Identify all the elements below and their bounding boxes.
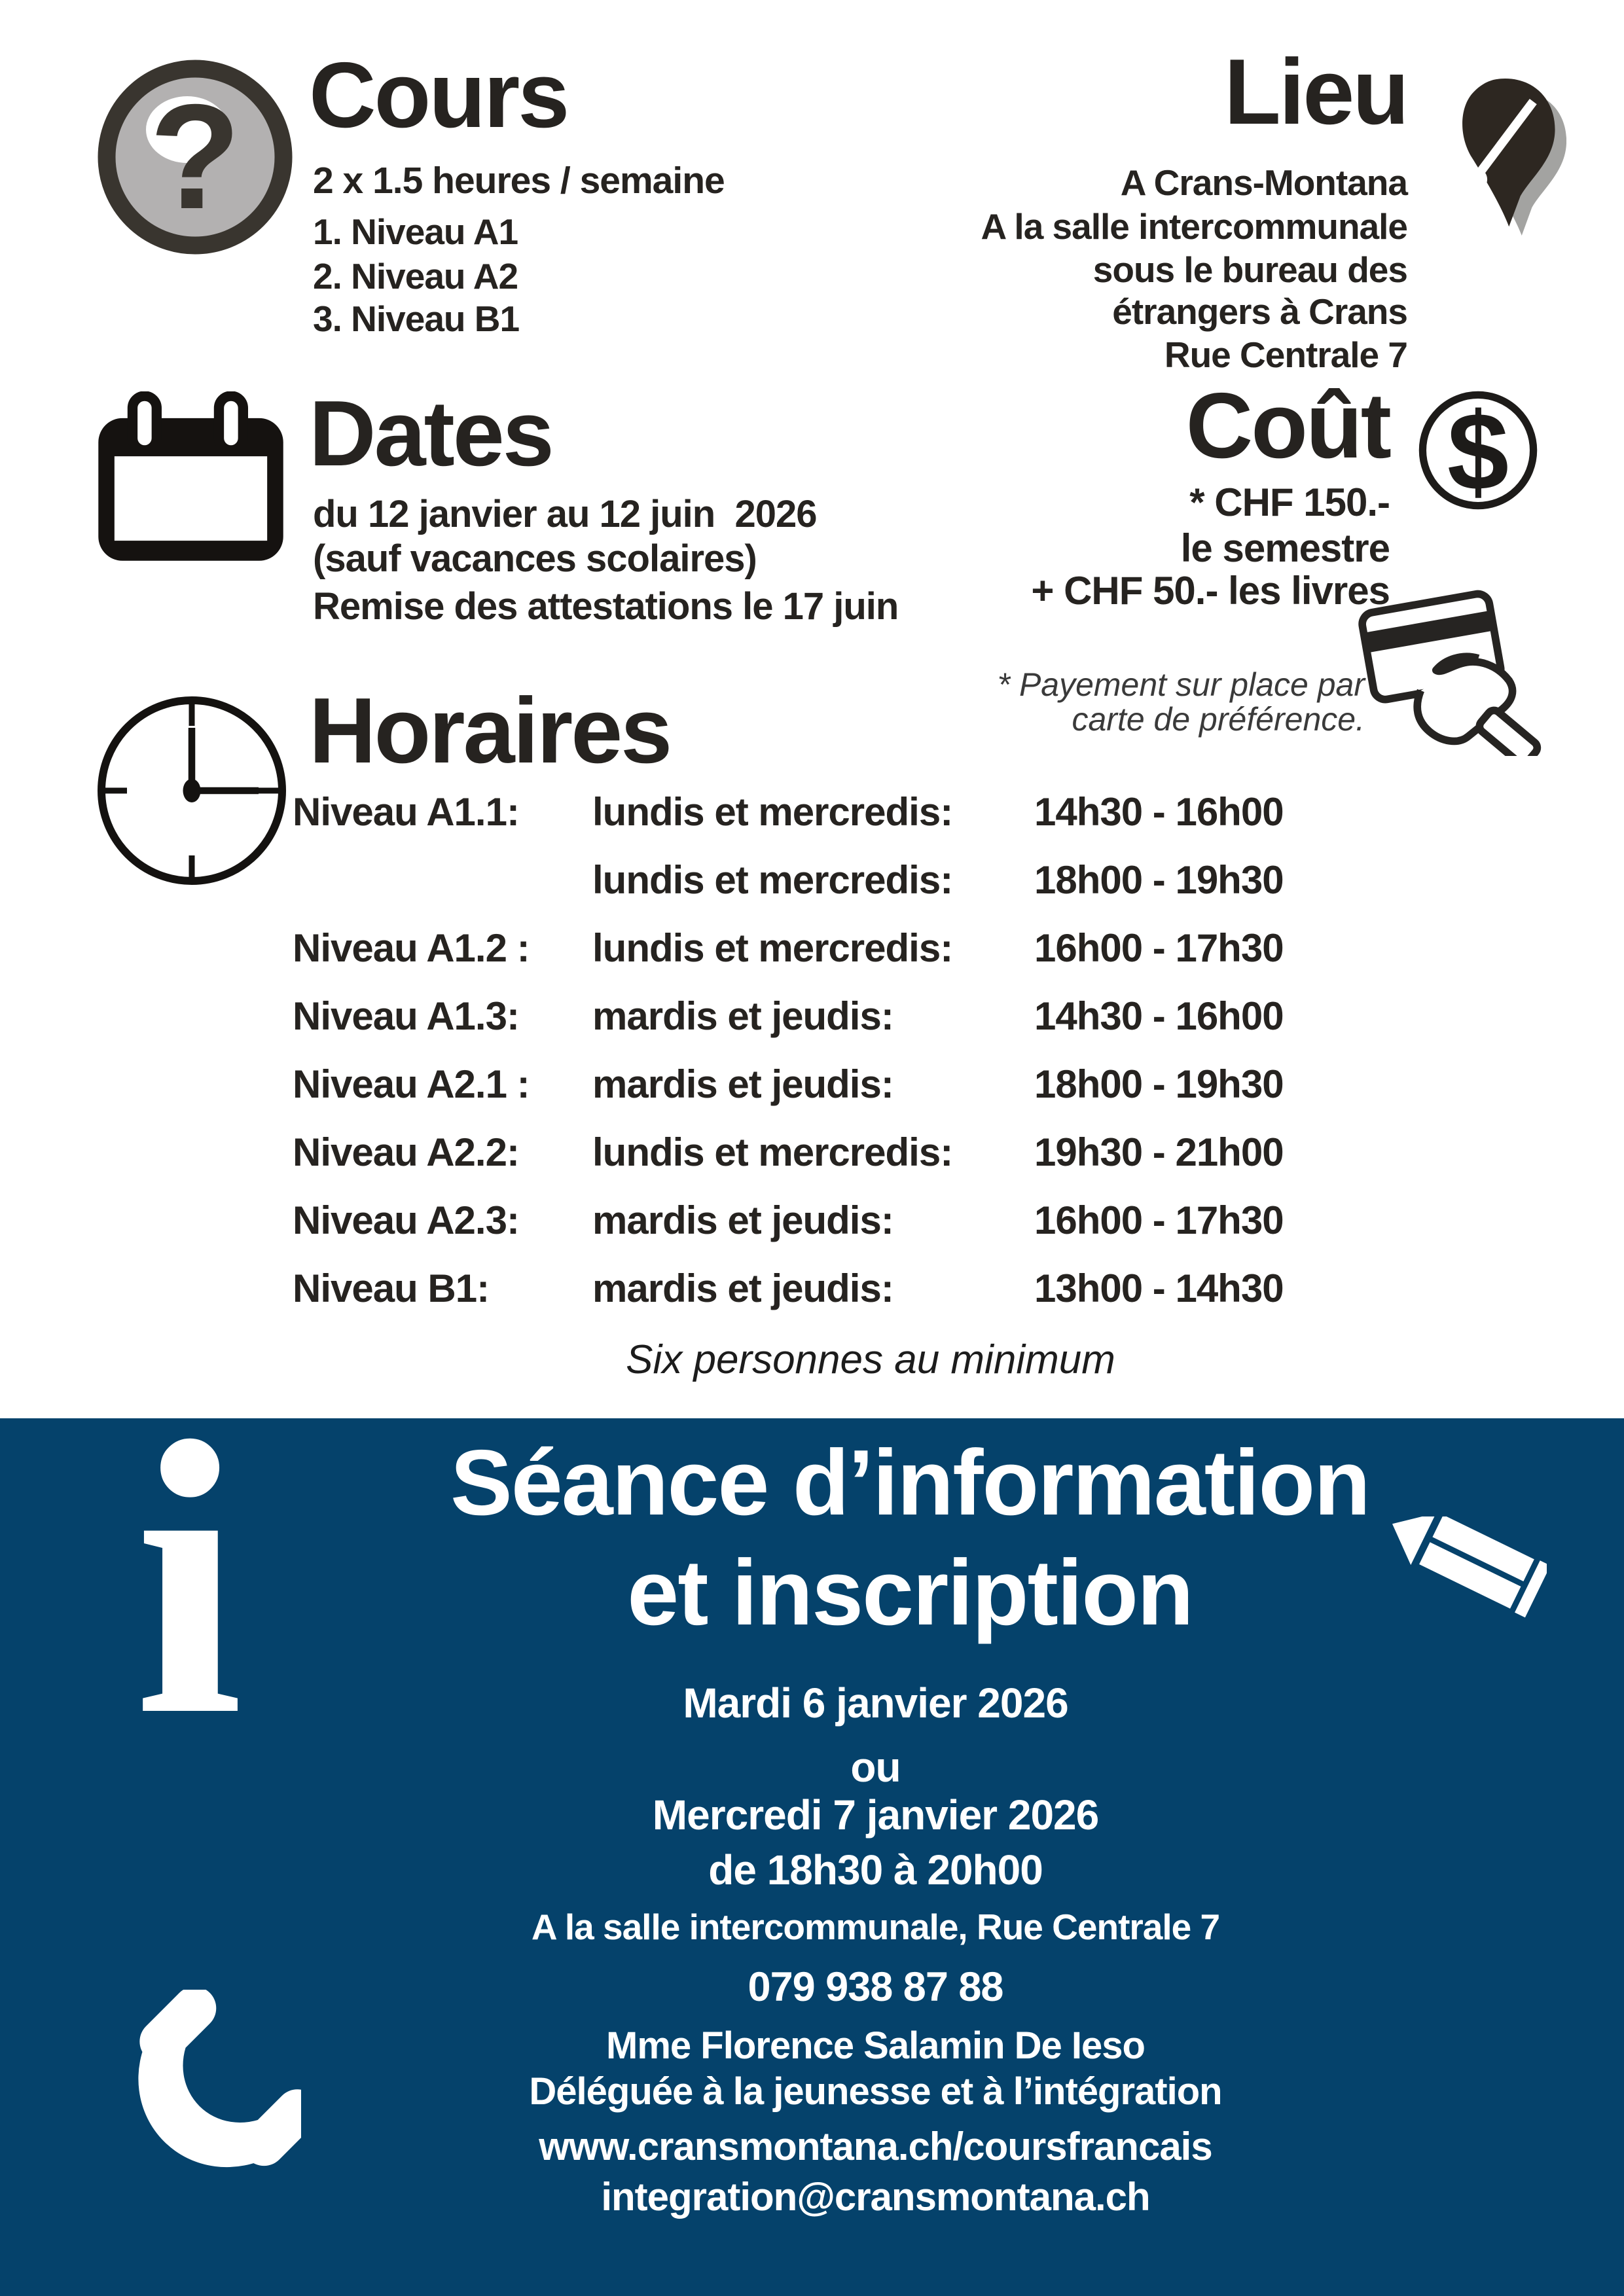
schedule-level: Niveau A2.1 :	[293, 1062, 530, 1106]
lieu-line-4: étrangers à Crans	[1112, 291, 1408, 332]
cout-line-3: + CHF 50.- les livres	[1031, 569, 1390, 613]
schedule-level: Niveau A1.1:	[293, 790, 520, 834]
banner-line-email: integration@cransmontana.ch	[601, 2175, 1150, 2219]
minimum-note: Six personnes au minimum	[626, 1337, 1115, 1382]
schedule-row: Niveau A2.1 : mardis et jeudis: 18h00 - …	[0, 1062, 1624, 1114]
cours-item-3: 3. Niveau B1	[313, 298, 520, 339]
pencil-icon	[1373, 1513, 1551, 1651]
question-icon: ?	[97, 59, 293, 259]
banner-line-date2: Mercredi 7 janvier 2026	[652, 1791, 1099, 1839]
lieu-title: Lieu	[1224, 40, 1409, 144]
lieu-line-1: A Crans-Montana	[1120, 162, 1408, 203]
schedule-days: lundis et mercredis:	[592, 858, 953, 902]
schedule-time: 13h00 - 14h30	[1034, 1266, 1284, 1310]
dates-line-3: Remise des attestations le 17 juin	[313, 585, 899, 628]
horaires-title: Horaires	[309, 679, 672, 783]
credit-card-hand-icon	[1356, 584, 1543, 768]
cout-line-2: le semestre	[1180, 526, 1390, 570]
dollar-icon: $	[1416, 389, 1540, 515]
schedule-time: 18h00 - 19h30	[1034, 858, 1284, 902]
cout-note-line-1: * Payement sur place par	[997, 666, 1365, 703]
phone-icon	[105, 1986, 319, 2219]
schedule-days: mardis et jeudis:	[592, 1062, 894, 1106]
schedule-row: Niveau B1: mardis et jeudis: 13h00 - 14h…	[0, 1266, 1624, 1318]
cout-line-1: * CHF 150.-	[1189, 480, 1390, 524]
cours-item-2: 2. Niveau A2	[313, 256, 518, 296]
schedule-level: Niveau A1.3:	[293, 994, 520, 1038]
schedule-days: lundis et mercredis:	[592, 1130, 953, 1174]
schedule-level: Niveau A2.3:	[293, 1198, 520, 1242]
banner-line-role: Déléguée à la jeunesse et à l’intégratio…	[529, 2070, 1222, 2113]
banner-line-date1: Mardi 6 janvier 2026	[683, 1679, 1068, 1727]
schedule-days: mardis et jeudis:	[592, 1198, 894, 1242]
schedule-days: lundis et mercredis:	[592, 790, 953, 834]
cours-title: Cours	[309, 43, 569, 147]
svg-text:?: ?	[149, 74, 240, 240]
banner-line-address: A la salle intercommunale, Rue Centrale …	[531, 1907, 1220, 1947]
info-banner: i Séance d’information et inscription Ma…	[0, 1382, 1624, 2296]
cout-title: Coût	[1185, 374, 1392, 478]
schedule-time: 14h30 - 16h00	[1034, 994, 1284, 1038]
schedule-level: Niveau A2.2:	[293, 1130, 520, 1174]
schedule-time: 18h00 - 19h30	[1034, 1062, 1284, 1106]
banner-title-line-2: et inscription	[627, 1541, 1194, 1645]
calendar-icon	[90, 391, 291, 573]
lieu-line-2: A la salle intercommunale	[981, 206, 1408, 247]
location-pin-icon	[1439, 73, 1567, 240]
schedule-row: Niveau A2.2: lundis et mercredis: 19h30 …	[0, 1130, 1624, 1182]
schedule-days: lundis et mercredis:	[592, 926, 953, 970]
schedule-days: mardis et jeudis:	[592, 1266, 894, 1310]
schedule-time: 19h30 - 21h00	[1034, 1130, 1284, 1174]
schedule-row: Niveau A1.3: mardis et jeudis: 14h30 - 1…	[0, 994, 1624, 1046]
dates-line-2: (sauf vacances scolaires)	[313, 537, 757, 580]
banner-line-hours: de 18h30 à 20h00	[708, 1846, 1043, 1893]
banner-line-phone: 079 938 87 88	[748, 1964, 1004, 2010]
schedule-time: 14h30 - 16h00	[1034, 790, 1284, 834]
lieu-line-3: sous le bureau des	[1092, 249, 1408, 290]
schedule-time: 16h00 - 17h30	[1034, 1198, 1284, 1242]
dates-title: Dates	[309, 382, 554, 486]
schedule-row: lundis et mercredis: 18h00 - 19h30	[0, 857, 1624, 910]
schedule-days: mardis et jeudis:	[592, 994, 894, 1038]
lieu-line-5: Rue Centrale 7	[1164, 334, 1408, 375]
clock-icon	[94, 692, 290, 892]
banner-line-contact: Mme Florence Salamin De Ieso	[606, 2024, 1146, 2067]
schedule-level: Niveau A1.2 :	[293, 926, 530, 970]
info-icon: i	[134, 1361, 244, 1796]
cout-note-line-2: carte de préférence.	[1072, 701, 1365, 738]
banner-title-line-1: Séance d’information	[450, 1431, 1371, 1535]
schedule-row: Niveau A1.2 : lundis et mercredis: 16h00…	[0, 925, 1624, 978]
cours-item-1: 1. Niveau A1	[313, 211, 518, 252]
schedule-row: Niveau A2.3: mardis et jeudis: 16h00 - 1…	[0, 1198, 1624, 1250]
schedule-level: Niveau B1:	[293, 1266, 490, 1310]
schedule-row: Niveau A1.1: lundis et mercredis: 14h30 …	[0, 789, 1624, 842]
schedule-time: 16h00 - 17h30	[1034, 926, 1284, 970]
banner-line-ou: ou	[850, 1744, 901, 1791]
cours-subtitle: 2 x 1.5 heures / semaine	[313, 160, 725, 202]
svg-text:$: $	[1447, 389, 1509, 512]
banner-line-url: www.cransmontana.ch/coursfrancais	[539, 2125, 1212, 2168]
dates-line-1: du 12 janvier au 12 juin 2026	[313, 493, 817, 535]
